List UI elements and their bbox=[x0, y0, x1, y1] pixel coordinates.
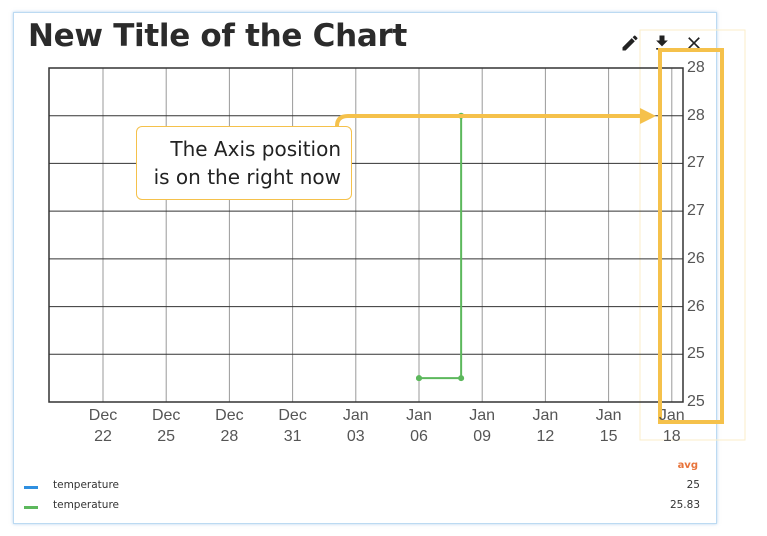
y-tick-label: 26 bbox=[687, 297, 705, 315]
y-tick-label: 25 bbox=[687, 345, 705, 363]
x-tick-label: Dec 25 bbox=[151, 407, 181, 445]
annotation-callout: The Axis position is on the right now bbox=[136, 126, 352, 200]
close-icon[interactable] bbox=[684, 33, 704, 53]
x-tick-label: Dec 22 bbox=[88, 407, 118, 445]
chart-title: New Title of the Chart bbox=[28, 18, 407, 54]
faint-highlight-frame bbox=[639, 29, 746, 441]
pencil-icon[interactable] bbox=[620, 33, 640, 53]
y-tick-label: 28 bbox=[687, 106, 705, 124]
legend-avg-header: avg bbox=[677, 460, 698, 471]
series-layer bbox=[416, 112, 465, 382]
x-tick-label: Jan 18 bbox=[658, 407, 685, 445]
x-tick-label: Dec 31 bbox=[278, 407, 307, 445]
series-point bbox=[416, 375, 422, 382]
callout-line-1: The Axis position bbox=[170, 137, 341, 161]
series-point bbox=[458, 375, 465, 382]
x-tick-label: Jan 15 bbox=[595, 407, 622, 445]
y-tick-label: 27 bbox=[687, 202, 705, 220]
x-tick-label: Dec 28 bbox=[215, 407, 244, 445]
callout-line-2: is on the right now bbox=[153, 165, 341, 189]
legend-row[interactable]: temperature 25.83 bbox=[24, 499, 700, 515]
callout-arrow bbox=[335, 114, 640, 127]
y-tick-label: 25 bbox=[687, 393, 705, 410]
x-tick-label: Jan 12 bbox=[532, 407, 559, 445]
legend-swatch bbox=[24, 506, 38, 509]
y-tick-label: 28 bbox=[687, 59, 705, 76]
download-icon[interactable] bbox=[652, 33, 672, 53]
x-tick-label: Jan 03 bbox=[342, 407, 369, 445]
callout-arrowhead bbox=[640, 108, 656, 124]
legend-series-name: temperature bbox=[53, 499, 119, 511]
legend-series-avg: 25 bbox=[686, 479, 700, 491]
plot-border bbox=[48, 67, 684, 403]
legend-row[interactable]: temperature 25 bbox=[24, 479, 700, 495]
legend-series-name: temperature bbox=[53, 479, 119, 491]
series-line bbox=[419, 115, 463, 380]
y-tick-label: 27 bbox=[687, 154, 705, 172]
chart-panel bbox=[13, 12, 717, 524]
grid bbox=[49, 68, 683, 402]
x-tick-label: Jan 06 bbox=[406, 407, 432, 445]
y-tick-label: 26 bbox=[687, 249, 705, 267]
axis-highlight-box bbox=[658, 48, 724, 424]
legend-series-avg: 25.83 bbox=[669, 499, 700, 511]
legend-swatch bbox=[24, 486, 38, 489]
x-tick-label: Jan 09 bbox=[469, 407, 496, 445]
